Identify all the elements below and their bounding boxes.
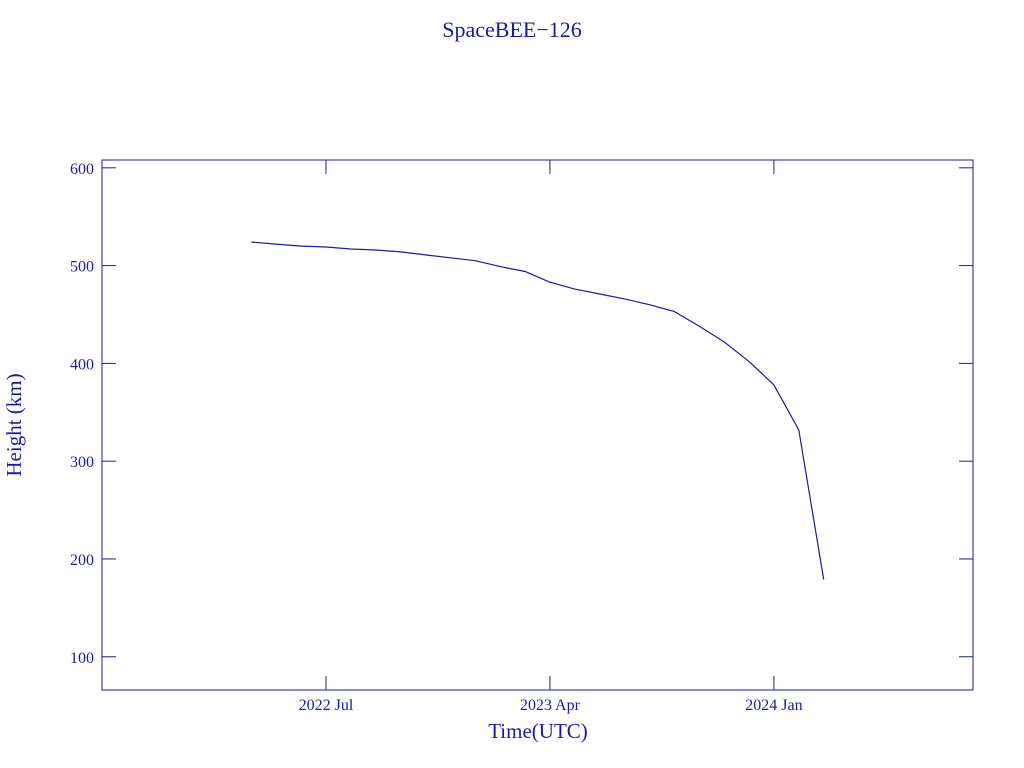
y-axis-label: Height (km) xyxy=(2,373,26,476)
y-tick-label: 300 xyxy=(70,454,94,471)
x-tick-label: 2022 Jul xyxy=(299,697,354,714)
plot-frame xyxy=(101,159,974,691)
y-tick-label: 400 xyxy=(70,356,94,373)
chart-title: SpaceBEE−126 xyxy=(442,17,582,42)
data-line xyxy=(251,241,825,580)
y-tick-label: 600 xyxy=(70,161,94,178)
y-tick-label: 100 xyxy=(70,650,94,667)
y-tick-label: 200 xyxy=(70,552,94,569)
x-tick-label: 2024 Jan xyxy=(745,697,802,714)
y-tick-label: 500 xyxy=(70,259,94,276)
x-axis-label: Time(UTC) xyxy=(488,719,588,743)
x-tick-label: 2023 Apr xyxy=(520,697,581,714)
